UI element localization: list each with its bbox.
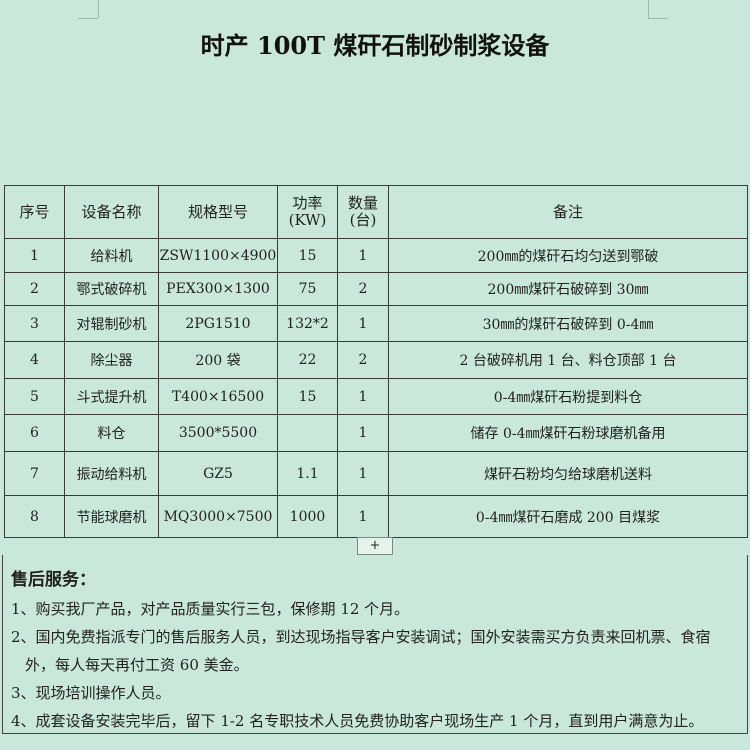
cell-notes: 0-4㎜煤矸石磨成 200 目煤浆 — [388, 495, 748, 538]
cell-notes: 储存 0-4㎜煤矸石粉球磨机备用 — [388, 414, 748, 452]
cell-notes: 煤矸石粉均匀给球磨机送料 — [388, 451, 748, 496]
cell-notes: 0-4㎜煤矸石粉提到料仓 — [388, 378, 748, 415]
cell-index: 4 — [4, 341, 65, 379]
header-name: 设备名称 — [64, 185, 159, 239]
table-row: 6 料仓 3500*5500 1 储存 0-4㎜煤矸石粉球磨机备用 — [4, 414, 748, 452]
equipment-table: 序号 设备名称 规格型号 功率(KW) 数量(台) 备注 1 给料机 ZSW1100… — [4, 185, 748, 538]
cell-power: 15 — [277, 378, 338, 415]
service-item: 1、购买我厂产品，对产品质量实行三包，保修期 12 个月。 — [11, 600, 410, 618]
service-item: 4、成套设备安装完毕后，留下 1-2 名专职技术人员免费协助客户现场生产 1 个… — [11, 712, 704, 730]
cell-notes: 30㎜的煤矸石破碎到 0-4㎜ — [388, 305, 748, 342]
cell-notes: 2 台破碎机用 1 台、料仓顶部 1 台 — [388, 341, 748, 379]
header-power-label: 功率(KW) — [288, 194, 327, 229]
after-sales-heading: 售后服务： — [11, 570, 96, 590]
cell-name: 给料机 — [64, 238, 159, 273]
expand-button[interactable]: + — [357, 537, 393, 555]
table-header-row: 序号 设备名称 规格型号 功率(KW) 数量(台) 备注 — [4, 185, 748, 239]
cell-model: GZ5 — [158, 451, 278, 496]
cell-power: 1.1 — [277, 451, 338, 496]
header-model: 规格型号 — [158, 185, 278, 239]
service-item: 2、国内免费指派专门的售后服务人员，到达现场指导客户安装调试；国外安装需买方负责… — [11, 628, 711, 646]
cell-power: 1000 — [277, 495, 338, 538]
table-row: 3 对辊制砂机 2PG1510 132*2 1 30㎜的煤矸石破碎到 0-4㎜ — [4, 305, 748, 342]
header-qty-label: 数量(台) — [347, 194, 378, 229]
service-item: 3、现场培训操作人员。 — [11, 684, 171, 702]
cell-model: 200 袋 — [158, 341, 278, 379]
cell-power: 75 — [277, 272, 338, 306]
cell-model: PEX300×1300 — [158, 272, 278, 306]
cell-name: 对辊制砂机 — [64, 305, 159, 342]
cell-power — [277, 414, 338, 452]
header-qty: 数量(台) — [337, 185, 389, 239]
after-sales-section: 售后服务： 1、购买我厂产品，对产品质量实行三包，保修期 12 个月。 2、国内… — [2, 555, 748, 734]
table-row: 1 给料机 ZSW1100×4900 15 1 200㎜的煤矸石均匀送到鄂破 — [4, 238, 748, 273]
cell-qty: 1 — [337, 495, 389, 538]
cell-model: T400×16500 — [158, 378, 278, 415]
table-row: 5 斗式提升机 T400×16500 15 1 0-4㎜煤矸石粉提到料仓 — [4, 378, 748, 415]
cell-notes: 200㎜煤矸石破碎到 30㎜ — [388, 272, 748, 306]
table-row: 2 鄂式破碎机 PEX300×1300 75 2 200㎜煤矸石破碎到 30㎜ — [4, 272, 748, 306]
cell-name: 除尘器 — [64, 341, 159, 379]
page-title: 时产 100T 煤矸石制砂制浆设备 — [200, 31, 550, 60]
cell-power: 15 — [277, 238, 338, 273]
cell-model: MQ3000×7500 — [158, 495, 278, 538]
cell-qty: 2 — [337, 341, 389, 379]
cell-index: 3 — [4, 305, 65, 342]
cell-name: 料仓 — [64, 414, 159, 452]
cell-qty: 2 — [337, 272, 389, 306]
cell-power: 22 — [277, 341, 338, 379]
cell-index: 1 — [4, 238, 65, 273]
cell-notes: 200㎜的煤矸石均匀送到鄂破 — [388, 238, 748, 273]
cell-model: 3500*5500 — [158, 414, 278, 452]
cell-qty: 1 — [337, 238, 389, 273]
cell-index: 5 — [4, 378, 65, 415]
cell-qty: 1 — [337, 414, 389, 452]
cell-model: ZSW1100×4900 — [158, 238, 278, 273]
cell-qty: 1 — [337, 305, 389, 342]
cell-name: 节能球磨机 — [64, 495, 159, 538]
header-power: 功率(KW) — [277, 185, 338, 239]
cell-power: 132*2 — [277, 305, 338, 342]
cell-name: 鄂式破碎机 — [64, 272, 159, 306]
header-notes: 备注 — [388, 185, 748, 239]
cell-qty: 1 — [337, 451, 389, 496]
cell-name: 斗式提升机 — [64, 378, 159, 415]
cell-index: 2 — [4, 272, 65, 306]
cell-index: 8 — [4, 495, 65, 538]
table-row: 7 振动给料机 GZ5 1.1 1 煤矸石粉均匀给球磨机送料 — [4, 451, 748, 496]
table-row: 8 节能球磨机 MQ3000×7500 1000 1 0-4㎜煤矸石磨成 200 目煤浆 — [4, 495, 748, 538]
cell-model: 2PG1510 — [158, 305, 278, 342]
table-row: 4 除尘器 200 袋 22 2 2 台破碎机用 1 台、料仓顶部 1 台 — [4, 341, 748, 379]
cell-index: 6 — [4, 414, 65, 452]
cell-qty: 1 — [337, 378, 389, 415]
cell-index: 7 — [4, 451, 65, 496]
header-index: 序号 — [4, 185, 65, 239]
service-item-continued: 外，每人每天再付工资 60 美金。 — [25, 656, 249, 674]
cell-name: 振动给料机 — [64, 451, 159, 496]
